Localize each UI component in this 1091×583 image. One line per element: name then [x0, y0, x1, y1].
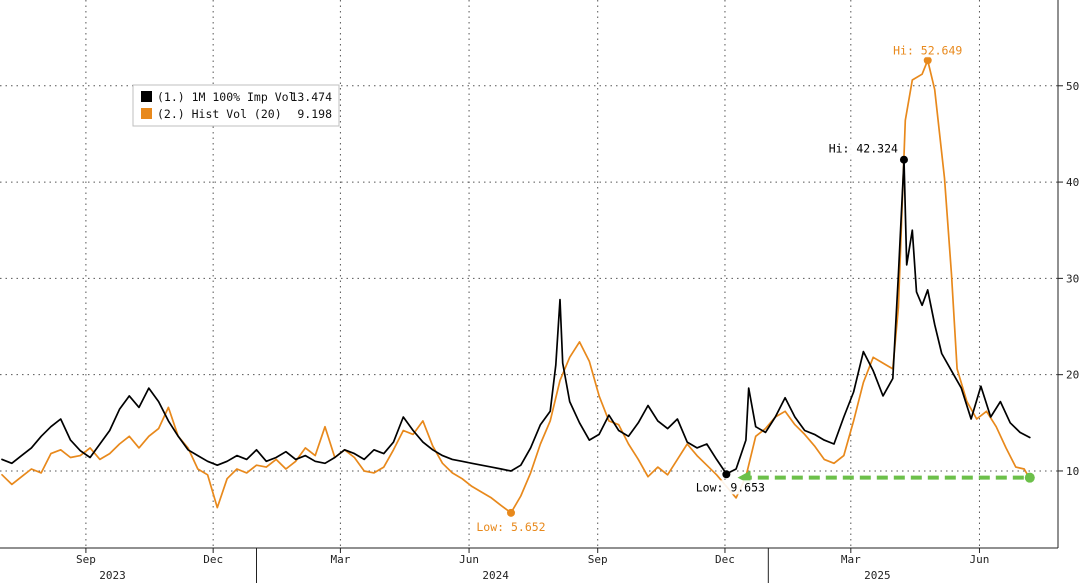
annotation-label-bg-imp-hi	[822, 141, 899, 156]
x-year-label-2023: 2023	[99, 569, 126, 582]
legend-label-imp-vol: (1.) 1M 100% Imp Vol	[157, 90, 295, 104]
x-tick-label-0: Sep	[76, 553, 96, 566]
legend: (1.) 1M 100% Imp Vol 13.474 (2.) Hist Vo…	[132, 84, 340, 127]
annotation-label-bg-hist-low	[473, 519, 550, 534]
x-tick-label-6: Mar	[841, 553, 861, 566]
y-tick-label-50: 50	[1066, 80, 1079, 93]
y-tick-label-10: 10	[1066, 465, 1079, 478]
series-line-imp-vol	[1, 159, 1031, 475]
x-tick-label-1: Dec	[203, 553, 223, 566]
legend-swatch-hist-vol	[141, 108, 152, 119]
y-tick-label-40: 40	[1066, 176, 1079, 189]
annotation-marker-imp-low	[722, 470, 731, 479]
x-tick-label-2: Mar	[330, 553, 350, 566]
annotation-label-imp-low: Low: 9.653	[696, 480, 765, 494]
annotation-label-hist-hi: Hi: 52.649	[893, 43, 962, 57]
x-tick-label-4: Sep	[588, 553, 608, 566]
x-year-label-2024: 2024	[482, 569, 509, 582]
annotation-label-bg-hist-hi	[889, 43, 966, 58]
legend-label-hist-vol: (2.) Hist Vol (20)	[157, 107, 282, 121]
legend-value-imp-vol: 13.474	[290, 90, 332, 104]
green-arrow-dot	[1024, 472, 1035, 483]
annotation-marker-imp-hi	[899, 155, 908, 164]
legend-box	[132, 84, 340, 127]
x-tick-label-3: Jun	[459, 553, 479, 566]
series-lines	[1, 59, 1031, 514]
legend-value-hist-vol: 9.198	[297, 107, 332, 121]
y-tick-label-30: 30	[1066, 272, 1079, 285]
annotation-label-hist-low: Low: 5.652	[476, 520, 545, 534]
annotation-label-imp-hi: Hi: 42.324	[829, 142, 898, 156]
annotation-marker-hist-hi	[923, 56, 932, 65]
legend-swatch-imp-vol	[141, 91, 152, 102]
annotations: Hi: 42.324 Hi: 52.649 Low: 5.652 Low: 9.653	[473, 43, 1035, 534]
annotation-marker-hist-low	[507, 508, 516, 517]
annotation-label-bg-imp-low	[692, 480, 769, 495]
x-tick-label-7: Jun	[970, 553, 990, 566]
x-year-label-2025: 2025	[864, 569, 891, 582]
grid-lines	[0, 0, 1058, 548]
x-tick-label-5: Dec	[715, 553, 735, 566]
y-tick-label-20: 20	[1066, 369, 1079, 382]
